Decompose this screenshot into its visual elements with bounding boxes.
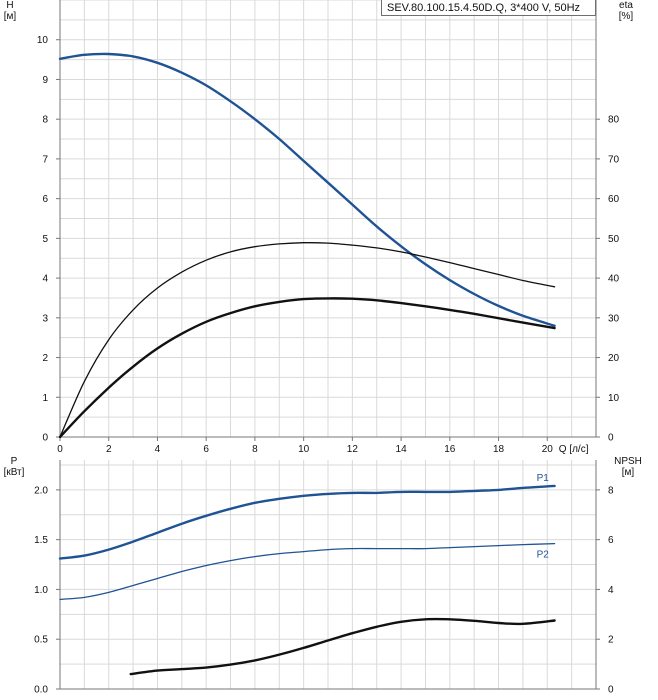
eta-axis-title-unit: [%] <box>619 11 634 22</box>
h-axis-tick-label: 0 <box>42 433 48 444</box>
h-axis-tick-label: 6 <box>42 194 48 205</box>
p2-power-curve-line <box>59 542 556 601</box>
q-axis-tick-label: 16 <box>444 444 456 455</box>
p2-series-label: P2 <box>537 550 550 561</box>
eta-axis-tick-label: 20 <box>608 353 620 364</box>
eta-axis-tick-label: 70 <box>608 154 620 165</box>
npsh-axis-title-name: NPSH <box>614 456 642 467</box>
q-axis-tick-label: 20 <box>542 444 554 455</box>
eta-axis-tick-label: 50 <box>608 234 620 245</box>
npsh-axis-tick-label: 2 <box>608 635 614 646</box>
q-axis-tick-label: 14 <box>396 444 408 455</box>
h-axis-tick-label: 3 <box>42 313 48 324</box>
q-axis-tick-label: 8 <box>252 444 258 455</box>
p-axis-tick-label: 2.0 <box>34 485 48 496</box>
h-axis-tick-label: 1 <box>42 393 48 404</box>
h-axis-title-unit: [м] <box>4 11 17 22</box>
npsh-axis-tick-label: 6 <box>608 535 614 546</box>
q-axis-tick-label: 10 <box>298 444 310 455</box>
q-axis-tick-label: 4 <box>155 444 161 455</box>
chart-legend: SEV.80.100.15.4.50D.Q, 3*400 V, 50Hz <box>381 0 596 16</box>
p1-series-label: P1 <box>537 473 550 484</box>
q-axis-tick-label: 18 <box>493 444 505 455</box>
p-axis-title-name: P <box>11 456 18 467</box>
eta-axis-tick-label: 0 <box>608 433 614 444</box>
eta-axis-tick-label: 80 <box>608 115 620 126</box>
q-axis-tick-label: 0 <box>57 444 63 455</box>
q-axis-label: Q [л/с] <box>559 444 589 455</box>
q-axis-tick-label: 2 <box>106 444 112 455</box>
npsh-axis-tick-label: 0 <box>608 685 614 696</box>
p-axis-tick-label: 1.5 <box>34 535 48 546</box>
npsh-axis-tick-label: 4 <box>608 585 614 596</box>
p-axis-tick-label: 0.0 <box>34 685 48 696</box>
h-axis-tick-label: 9 <box>42 75 48 86</box>
h-axis-tick-label: 8 <box>42 115 48 126</box>
h-axis-tick-label: 2 <box>42 353 48 364</box>
h-axis-tick-label: 4 <box>42 274 48 285</box>
h-axis-title-name: H <box>6 0 13 11</box>
eta-axis-tick-label: 30 <box>608 313 620 324</box>
eta-axis-tick-label: 10 <box>608 393 620 404</box>
npsh-curve-line <box>129 617 556 676</box>
eta-axis-title-name: eta <box>619 0 633 11</box>
q-axis-tick-label: 12 <box>347 444 359 455</box>
p-axis-tick-label: 0.5 <box>34 635 48 646</box>
h-axis-tick-label: 10 <box>37 35 49 46</box>
eta-axis-tick-label: 40 <box>608 274 620 285</box>
p-axis-title-unit: [кВт] <box>4 467 25 478</box>
h-axis-tick-label: 5 <box>42 234 48 245</box>
h-axis-tick-label: 7 <box>42 154 48 165</box>
head-curve-line <box>58 52 556 327</box>
p1-power-curve-line <box>58 484 556 560</box>
eta-axis-tick-label: 60 <box>608 194 620 205</box>
npsh-axis-title-unit: [м] <box>622 467 635 478</box>
efficiency-curve-line <box>59 242 556 438</box>
npsh-axis-tick-label: 8 <box>608 485 614 496</box>
pump-efficiency-curve-line <box>58 297 556 439</box>
p-axis-tick-label: 1.0 <box>34 585 48 596</box>
q-axis-tick-label: 6 <box>203 444 209 455</box>
